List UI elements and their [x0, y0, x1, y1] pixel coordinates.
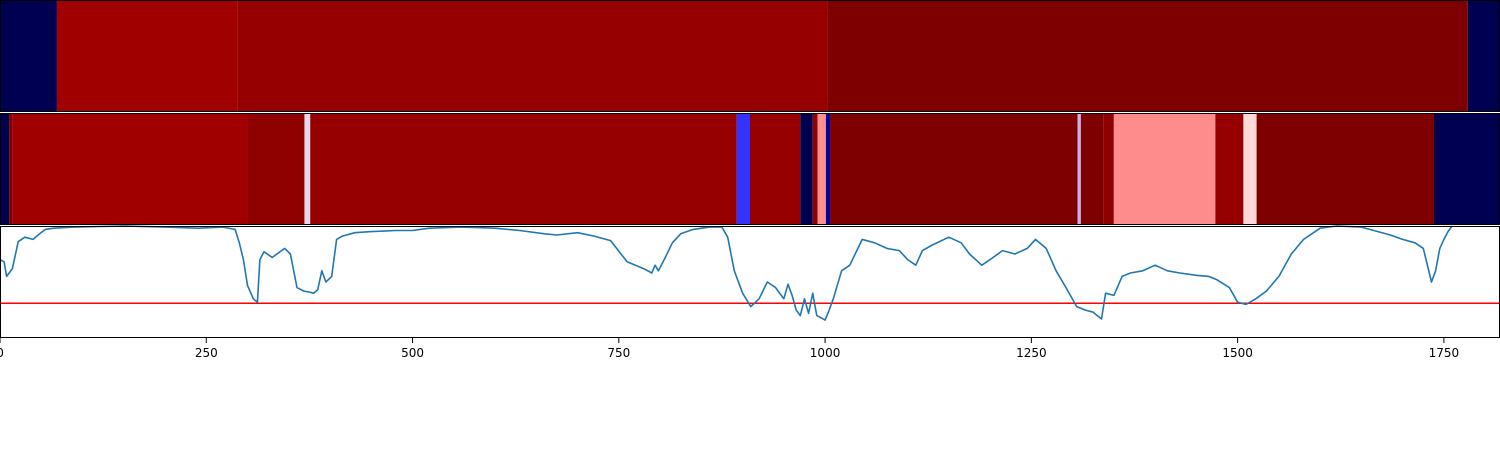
- band-mid-cell-13: [1077, 113, 1081, 225]
- band-mid-cell-3: [247, 113, 305, 225]
- band-mid-cell-20: [1433, 113, 1500, 225]
- x-tick-label-2: 500: [401, 346, 424, 360]
- band-mid-cell-15: [1103, 113, 1114, 225]
- band-mid-cell-18: [1243, 113, 1257, 225]
- x-tick-label-5: 1250: [1016, 346, 1047, 360]
- band-mid-cell-6: [736, 113, 750, 225]
- line-panel-background: [0, 226, 1500, 338]
- x-tick-label-4: 1000: [810, 346, 841, 360]
- band-mid-cell-0: [0, 113, 10, 225]
- band-top-cell-3: [827, 0, 1468, 112]
- band-mid-cell-2: [12, 113, 248, 225]
- x-tick-label-3: 750: [607, 346, 630, 360]
- x-tick-label-7: 1750: [1429, 346, 1460, 360]
- heatmap-band-middle: [0, 113, 1500, 225]
- band-mid-cell-14: [1080, 113, 1104, 225]
- band-mid-cell-8: [800, 113, 813, 225]
- x-axis: 0 250 500 750 1000 1250 1500 1750: [0, 338, 1459, 360]
- band-top-cell-2: [237, 0, 828, 112]
- series-line: [0, 225, 1453, 321]
- heatmap-band-top: [0, 0, 1500, 112]
- band-mid-cell-12: [830, 113, 1078, 225]
- band-mid-cell-5: [310, 113, 737, 225]
- band-mid-cell-11: [825, 113, 831, 225]
- band-mid-cell-19: [1256, 113, 1434, 225]
- x-tick-label-1: 250: [195, 346, 218, 360]
- band-top-cell-0: [0, 0, 57, 112]
- x-tick-label-0: 0: [0, 346, 4, 360]
- line-panel: [0, 225, 1500, 338]
- band-mid-cell-4: [304, 113, 311, 225]
- band-top-cell-1: [56, 0, 238, 112]
- band-mid-cell-10: [817, 113, 826, 225]
- band-mid-cell-16: [1113, 113, 1216, 225]
- band-mid-cell-17: [1215, 113, 1244, 225]
- band-mid-cell-9: [812, 113, 818, 225]
- band-mid-cell-1: [9, 113, 13, 225]
- x-tick-label-6: 1500: [1222, 346, 1253, 360]
- band-mid-cell-7: [750, 113, 801, 225]
- band-top-cell-4: [1467, 0, 1500, 112]
